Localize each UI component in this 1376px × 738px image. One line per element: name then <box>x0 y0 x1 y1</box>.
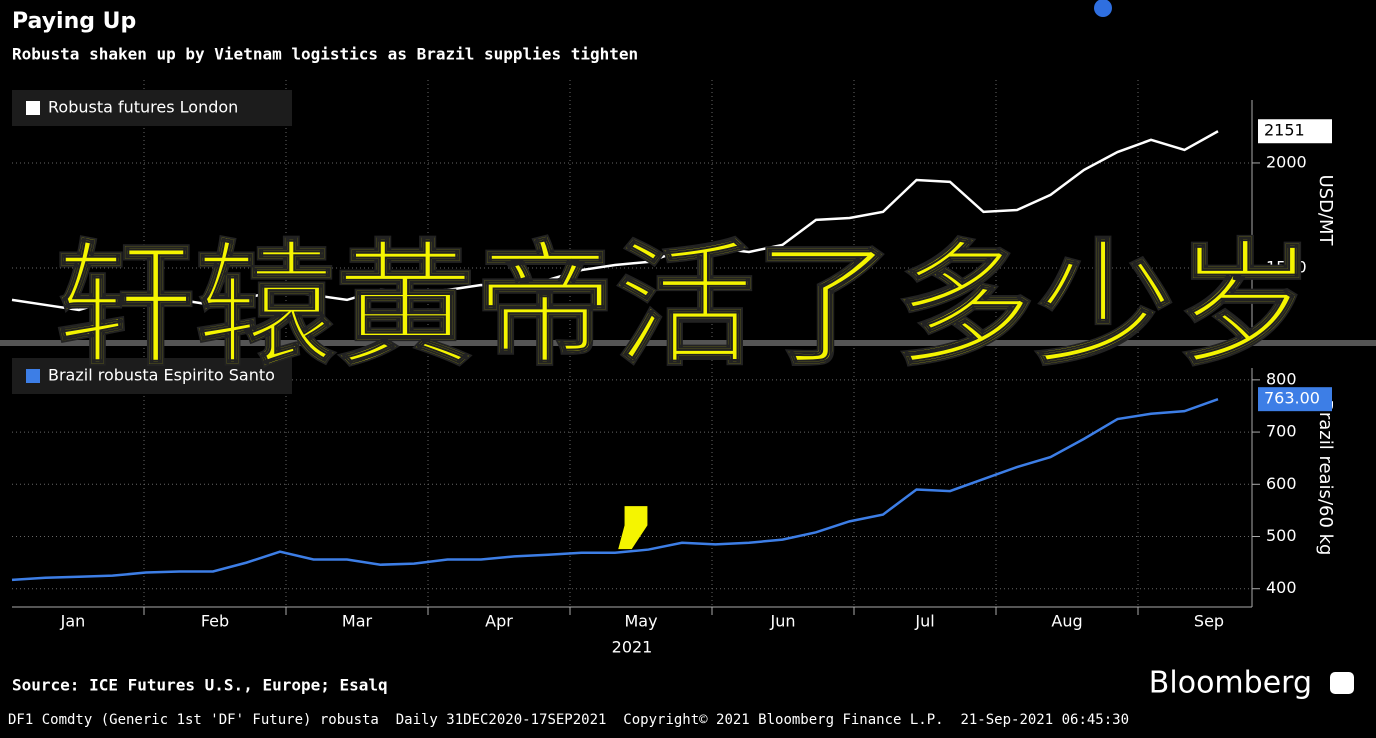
line-series <box>11 397 1219 582</box>
y-tick-label: 700 <box>1266 422 1297 441</box>
brand-icon <box>1330 672 1354 694</box>
y-tick-label: 2000 <box>1266 152 1307 171</box>
source: Source: ICE Futures U.S., Europe; Esalq <box>12 676 388 695</box>
last-value-box <box>1258 119 1332 144</box>
x-year-label: 2021 <box>612 638 653 657</box>
last-value-label: 763.00 <box>1264 389 1320 408</box>
x-tick-label: Mar <box>342 612 373 631</box>
x-tick-label: Jul <box>914 612 934 631</box>
x-tick-label: Aug <box>1051 612 1082 631</box>
legend-box <box>12 358 292 394</box>
x-tick-label: Apr <box>485 612 513 631</box>
x-tick-label: Sep <box>1194 612 1224 631</box>
last-value-label: 2151 <box>1264 121 1305 140</box>
x-tick-label: May <box>624 612 657 631</box>
footer: DF1 Comdty (Generic 1st 'DF' Future) rob… <box>8 712 1129 728</box>
y-tick-label: 600 <box>1266 474 1297 493</box>
x-tick-label: Jan <box>60 612 86 631</box>
x-tick-label: Feb <box>201 612 229 631</box>
y-tick-label: 1500 <box>1266 257 1307 276</box>
chart-subtitle: Robusta shaken up by Vietnam logistics a… <box>12 45 638 64</box>
y-axis-label: USD/MT <box>1315 174 1336 246</box>
legend-swatch <box>26 101 40 115</box>
line-series <box>11 130 1219 312</box>
overlay-headline: 轩辕黄帝活了多少岁 <box>55 227 1315 384</box>
legend-swatch <box>26 369 40 383</box>
y-axis-label: Brazil reais/60 kg <box>1315 400 1336 556</box>
last-value-box <box>1258 387 1332 412</box>
y-tick-label: 400 <box>1266 578 1297 597</box>
legend-label: Robusta futures London <box>48 98 238 117</box>
overlay-mark: , <box>611 410 660 562</box>
legend-box <box>12 90 292 126</box>
chart-title: Paying Up <box>12 9 136 34</box>
x-tick-label: Jun <box>770 612 796 631</box>
y-tick-label: 800 <box>1266 369 1297 388</box>
dot <box>1094 0 1112 17</box>
legend-label: Brazil robusta Espirito Santo <box>48 366 275 385</box>
y-tick-label: 500 <box>1266 526 1297 545</box>
brand: Bloomberg <box>1149 666 1312 701</box>
panel-divider <box>0 340 1376 346</box>
